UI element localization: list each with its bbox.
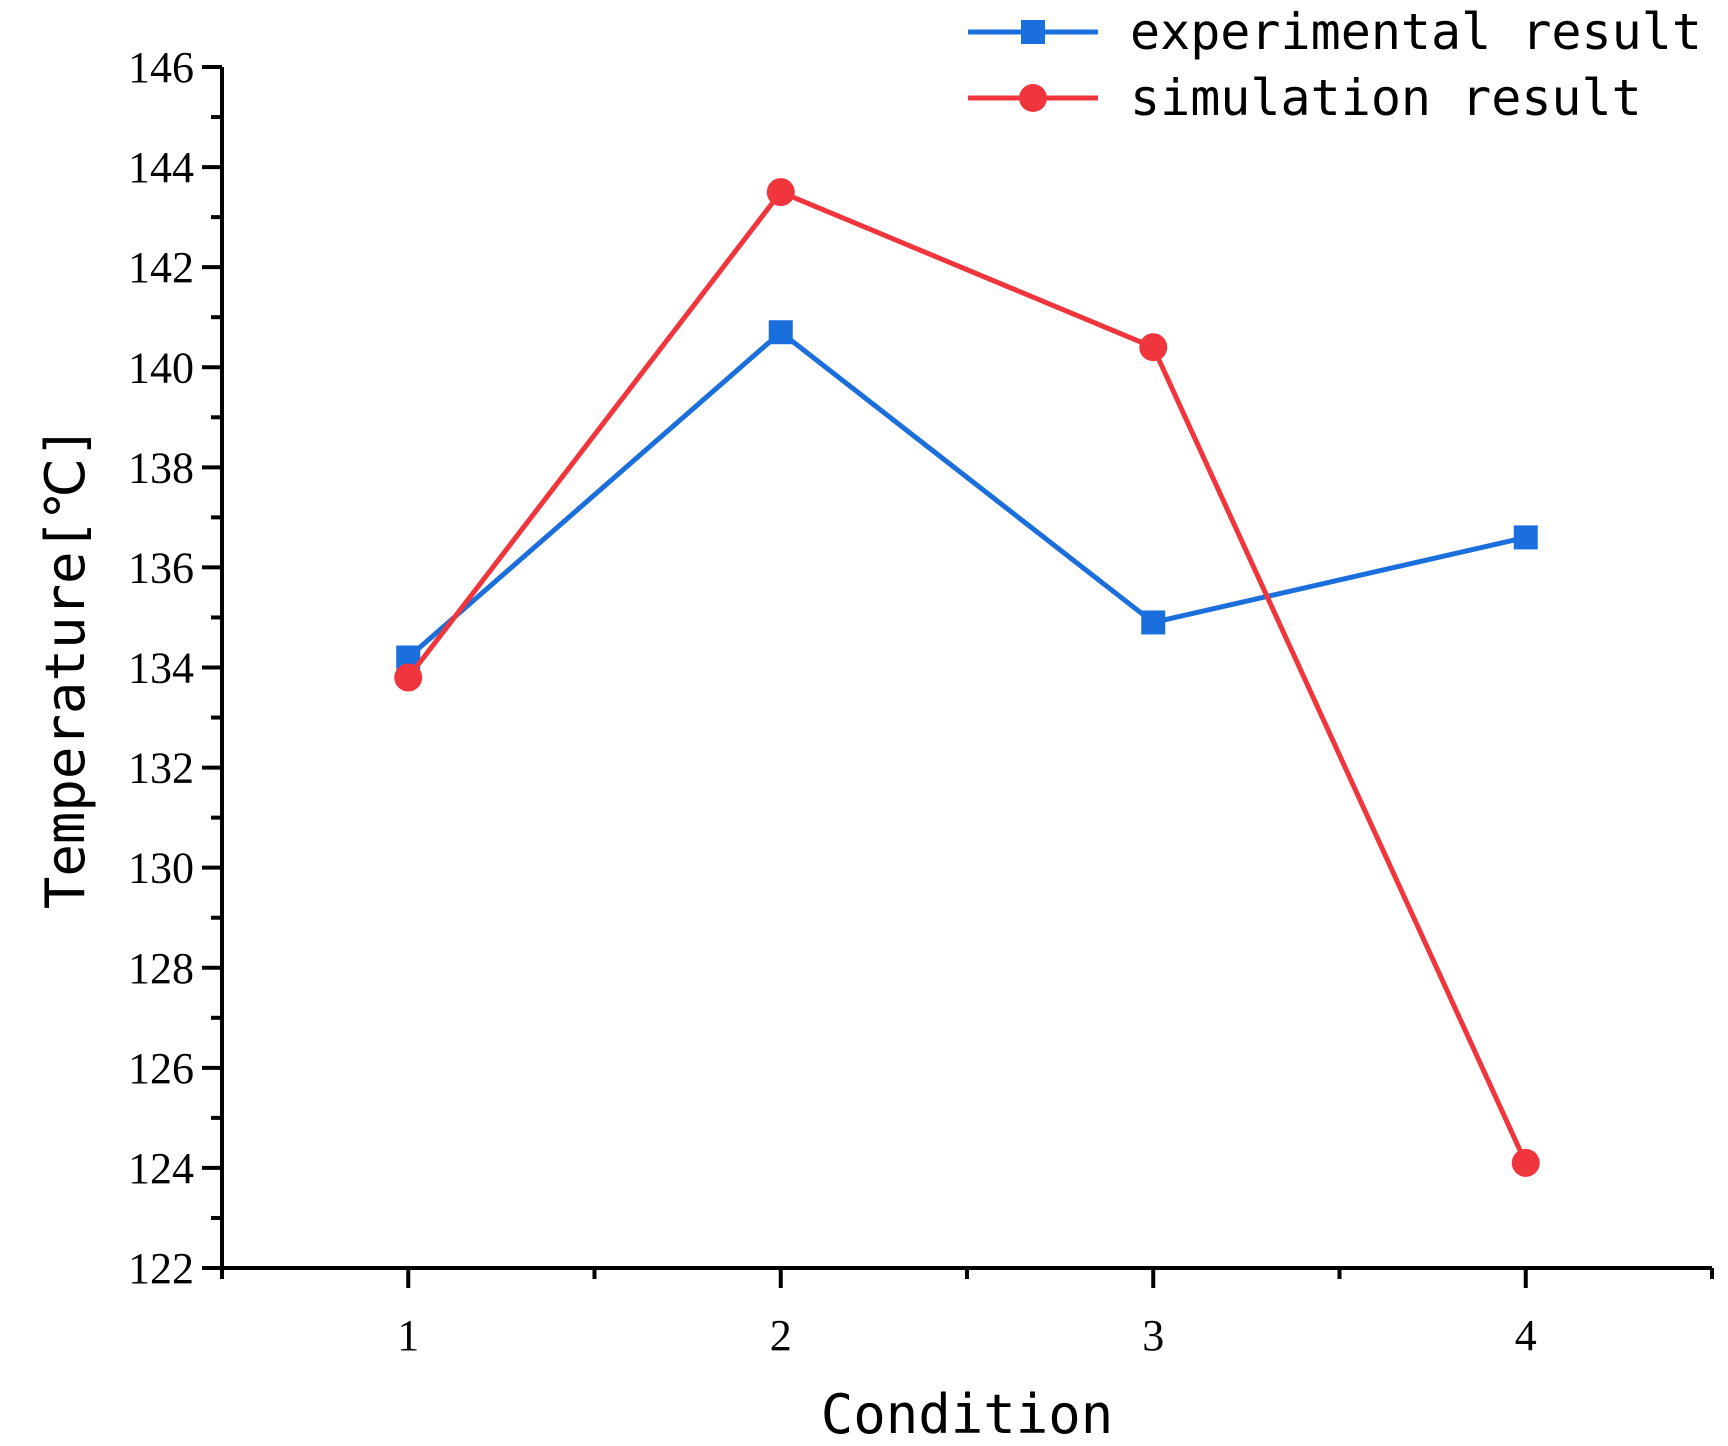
series-experimental	[396, 320, 1538, 670]
y-axis-title: Temperature[℃]	[34, 426, 97, 909]
series-simulation	[394, 178, 1540, 1177]
y-tick-label: 146	[128, 43, 194, 92]
x-tick-label: 3	[1142, 1311, 1164, 1360]
y-tick-label: 124	[128, 1144, 194, 1193]
y-tick-label: 136	[128, 543, 194, 592]
y-tick-label: 128	[128, 944, 194, 993]
y-tick-label: 122	[128, 1244, 194, 1293]
x-tick-label: 1	[397, 1311, 419, 1360]
square-marker-icon	[1021, 20, 1045, 44]
x-tick-label: 2	[770, 1311, 792, 1360]
x-axis-title: Condition	[821, 1383, 1114, 1446]
x-tick-label: 4	[1515, 1311, 1537, 1360]
y-tick-label: 140	[128, 343, 194, 392]
y-tick-label: 138	[128, 443, 194, 492]
axes: 1221241261281301321341361381401421441461…	[128, 43, 1714, 1360]
data-point	[1511, 1148, 1540, 1177]
series-layer	[394, 178, 1540, 1177]
data-point	[394, 663, 423, 692]
data-point	[766, 178, 795, 207]
data-point	[1513, 525, 1538, 550]
y-tick-label: 134	[128, 644, 194, 693]
data-point	[1141, 610, 1166, 635]
legend-label: simulation result	[1130, 69, 1642, 127]
y-tick-label: 130	[128, 844, 194, 893]
y-tick-label: 126	[128, 1044, 194, 1093]
data-point	[1139, 333, 1168, 362]
y-tick-label: 142	[128, 243, 194, 292]
circle-marker-icon	[1019, 84, 1047, 112]
y-tick-label: 132	[128, 744, 194, 793]
data-point	[768, 320, 793, 345]
series-line	[406, 189, 1529, 1164]
series-line	[406, 329, 1527, 660]
legend: experimental result simulation result	[968, 3, 1702, 127]
y-tick-label: 144	[128, 143, 194, 192]
legend-label: experimental result	[1130, 3, 1702, 61]
